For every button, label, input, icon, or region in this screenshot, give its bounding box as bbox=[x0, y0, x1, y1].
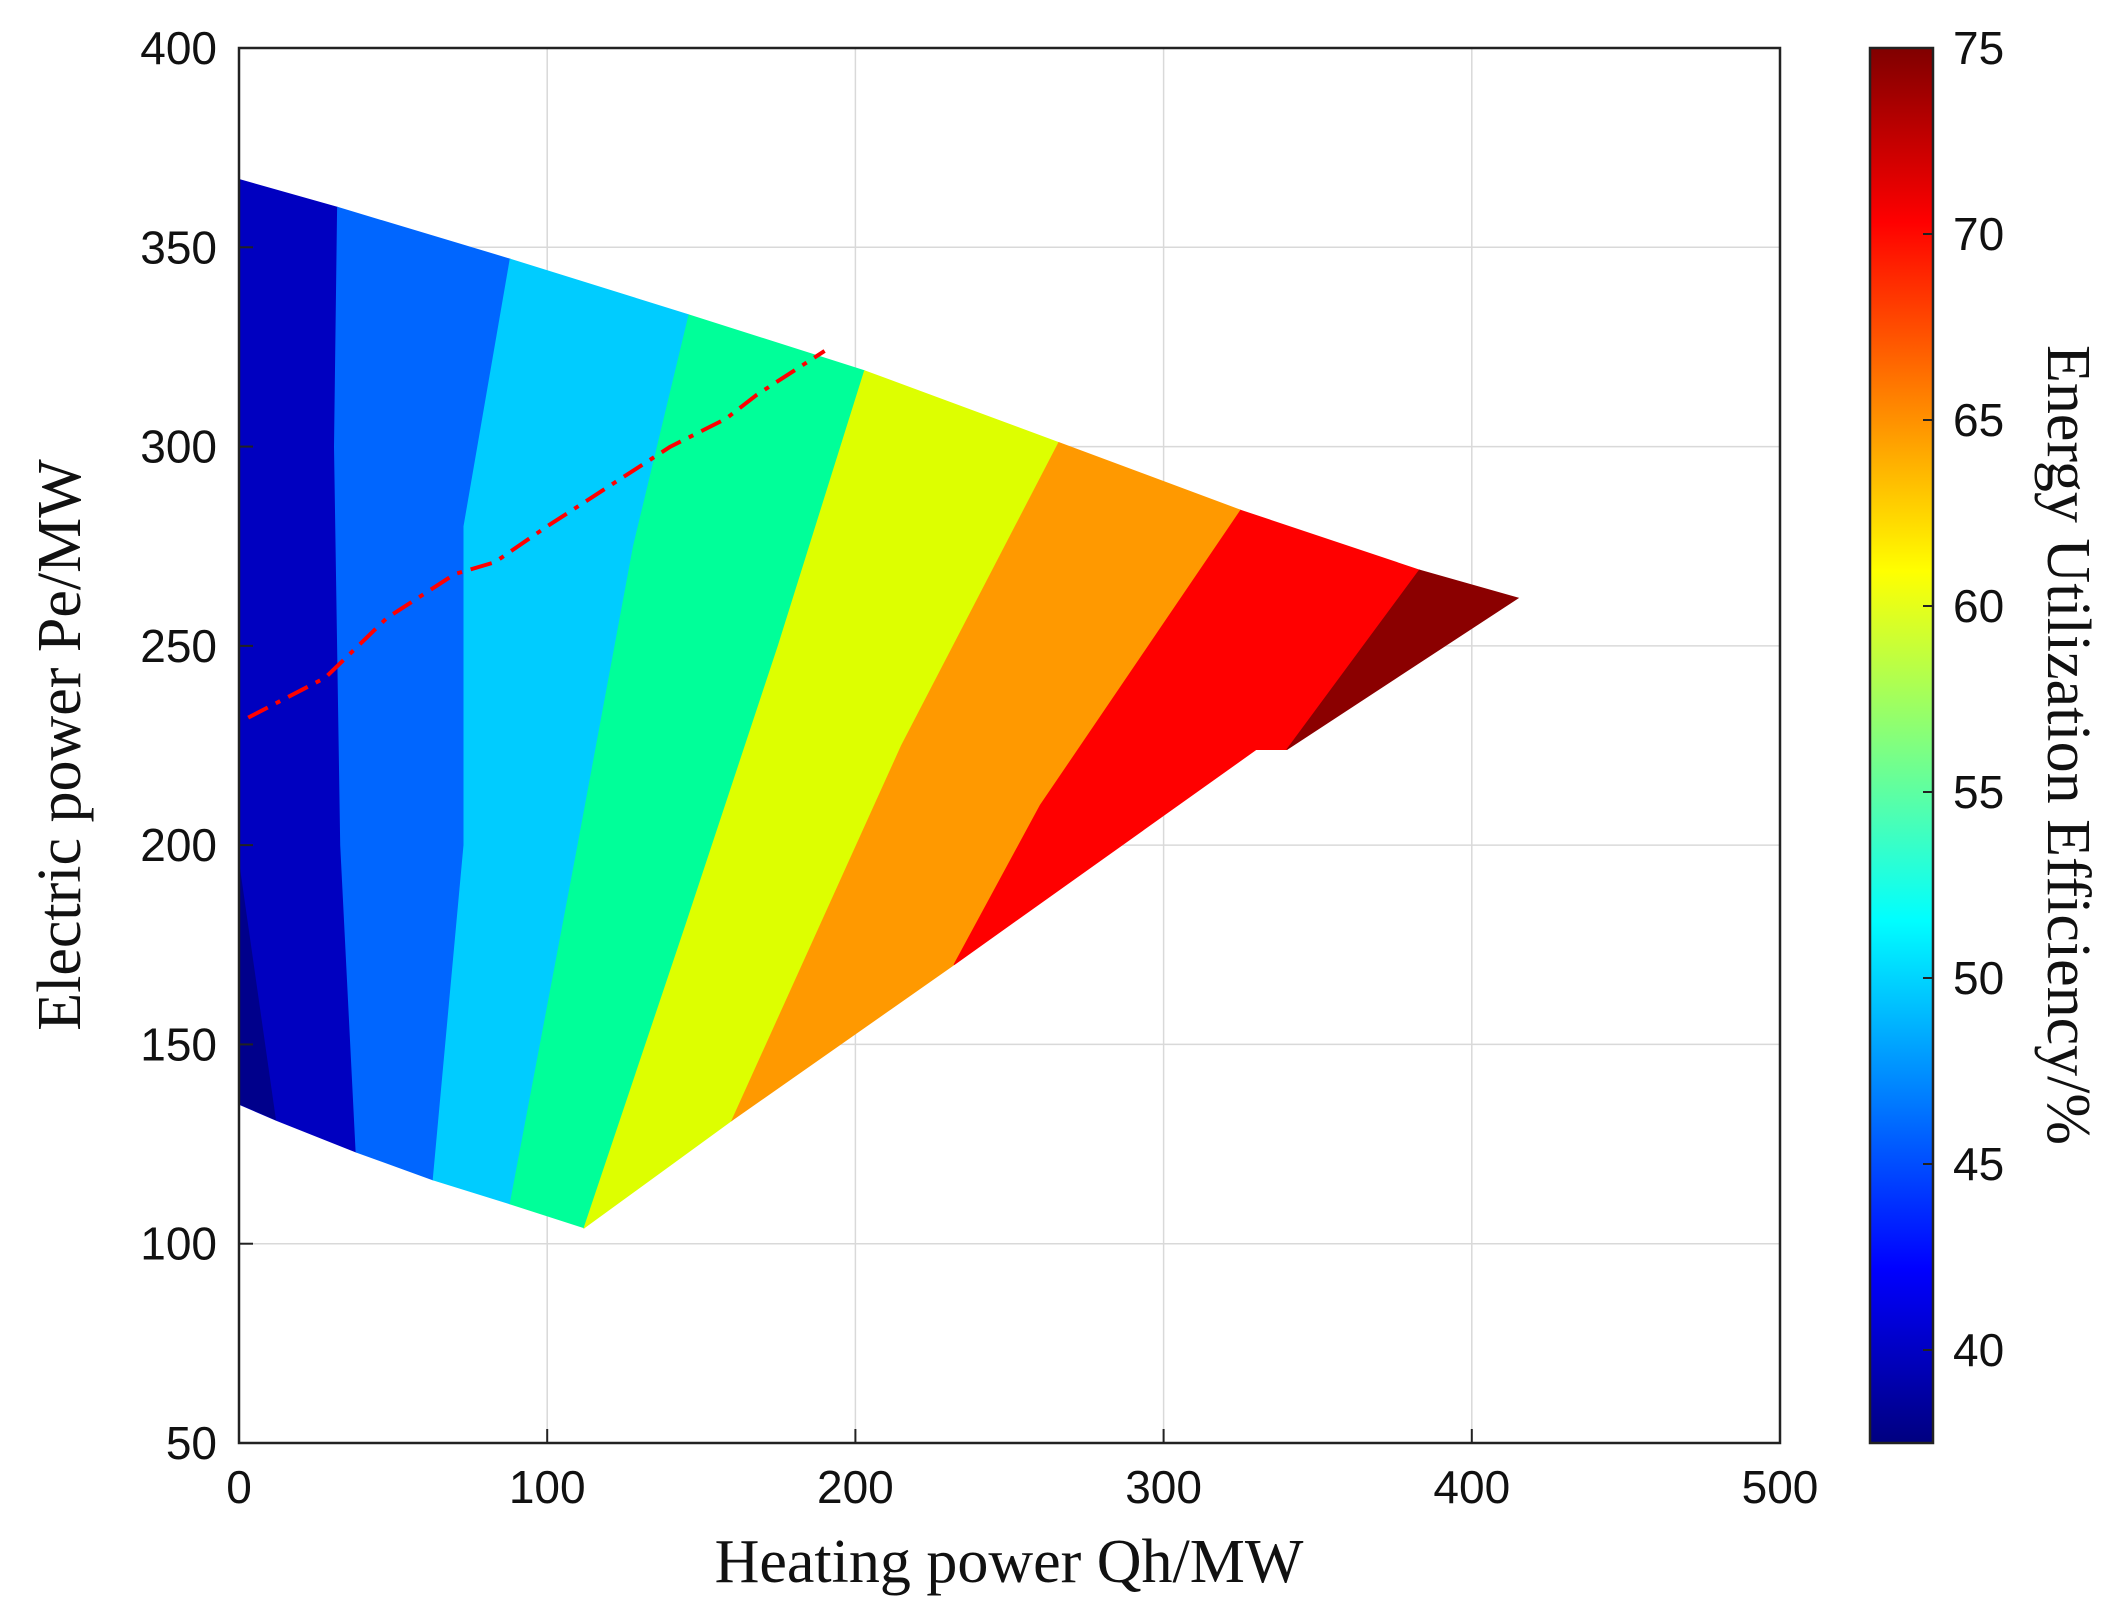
colorbar-tick-label: 50 bbox=[1953, 952, 2004, 1004]
x-tick-label: 300 bbox=[1125, 1461, 1202, 1513]
colorbar-title: Energy Utilization Efficiency/% bbox=[2034, 345, 2102, 1145]
colorbar-tick-label: 40 bbox=[1953, 1324, 2004, 1376]
colorbar bbox=[1868, 46, 1935, 1445]
colorbar-tick-label: 75 bbox=[1953, 22, 2004, 74]
y-tick-label: 300 bbox=[140, 421, 217, 473]
optimal-operation-line bbox=[247, 349, 826, 720]
y-tick-label: 350 bbox=[140, 221, 217, 273]
y-tick-label: 400 bbox=[140, 22, 217, 74]
y-tick-label: 50 bbox=[166, 1417, 217, 1469]
plot-frame bbox=[237, 46, 1782, 1445]
x-tick-label: 100 bbox=[509, 1461, 586, 1513]
y-tick-label: 100 bbox=[140, 1218, 217, 1270]
x-axis-title: Heating power Qh/MW bbox=[715, 1528, 1304, 1596]
colorbar-tick-label: 55 bbox=[1953, 766, 2004, 818]
x-tick-label: 500 bbox=[1742, 1461, 1819, 1513]
x-tick-label: 0 bbox=[226, 1461, 252, 1513]
y-tick-label: 250 bbox=[140, 620, 217, 672]
x-axis-ticks: 0 100 200 300 400 500 bbox=[226, 1429, 1818, 1513]
x-tick-label: 400 bbox=[1433, 1461, 1510, 1513]
colorbar-tick-label: 45 bbox=[1953, 1138, 2004, 1190]
y-axis-title: Electric power Pe/MW bbox=[26, 459, 94, 1031]
y-tick-label: 200 bbox=[140, 819, 217, 871]
band-75 bbox=[1286, 569, 1520, 750]
colorbar-tick-label: 70 bbox=[1953, 208, 2004, 260]
band-dark-corner bbox=[239, 861, 276, 1121]
colorbar-tick-label: 60 bbox=[1953, 580, 2004, 632]
y-axis-ticks: 50 100 150 200 250 300 350 400 bbox=[140, 22, 253, 1469]
y-tick-label: 150 bbox=[140, 1018, 217, 1070]
colorbar-ticks: 40 45 50 55 60 65 70 75 bbox=[1923, 22, 2004, 1376]
optimal-line bbox=[247, 349, 826, 720]
x-tick-label: 200 bbox=[817, 1461, 894, 1513]
efficiency-contour-bands bbox=[238, 178, 1520, 1230]
colorbar-tick-label: 65 bbox=[1953, 394, 2004, 446]
